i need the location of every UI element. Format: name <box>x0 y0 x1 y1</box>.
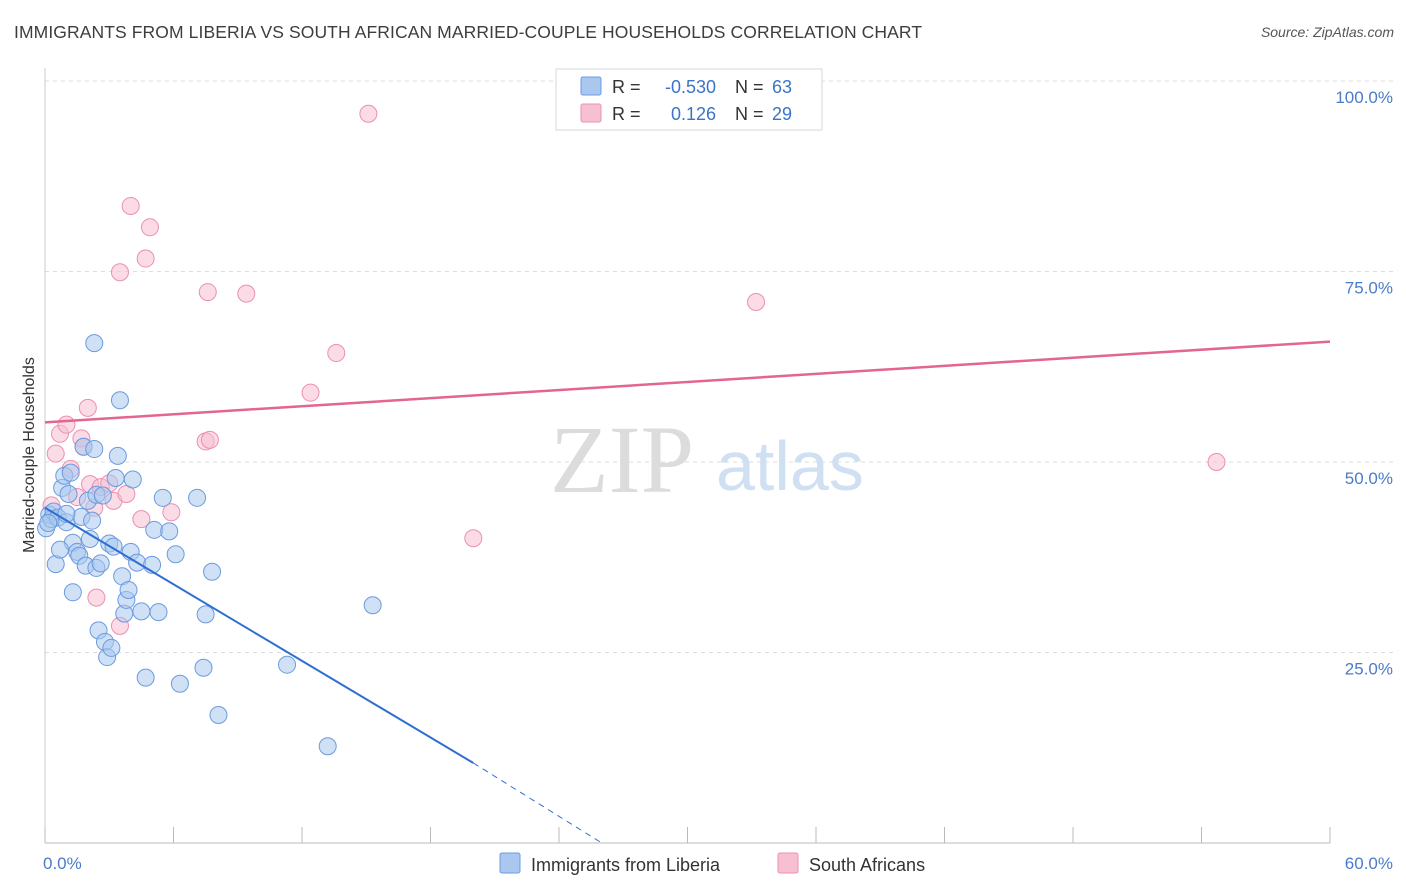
data-point-immigrants-from-liberia <box>59 485 78 504</box>
bottom-legend-swatch-blue <box>499 852 521 874</box>
data-point-immigrants-from-liberia <box>106 469 125 488</box>
y-axis-label: Married-couple Households <box>21 357 38 553</box>
data-point-south-africans <box>87 588 106 607</box>
data-point-south-africans <box>46 444 65 463</box>
data-point-immigrants-from-liberia <box>136 668 155 687</box>
series-legend: Immigrants from Liberia South Africans <box>499 852 925 875</box>
data-point-south-africans <box>301 383 320 402</box>
bottom-legend-label-1: Immigrants from Liberia <box>531 855 721 875</box>
legend-n-value-2: 29 <box>772 104 792 124</box>
data-point-immigrants-from-liberia <box>123 470 142 489</box>
series-south-africans <box>42 104 1226 635</box>
legend-r-label-2: R = <box>612 104 641 124</box>
data-point-immigrants-from-liberia <box>194 658 213 677</box>
data-point-south-africans <box>132 510 151 529</box>
data-point-immigrants-from-liberia <box>132 602 151 621</box>
data-point-immigrants-from-liberia <box>61 463 80 482</box>
data-point-immigrants-from-liberia <box>149 603 168 622</box>
trendline-liberia <box>44 506 474 764</box>
data-point-south-africans <box>78 398 97 417</box>
legend-swatch-blue <box>580 76 602 96</box>
data-point-south-africans <box>359 104 378 123</box>
data-point-immigrants-from-liberia <box>196 605 215 624</box>
data-point-immigrants-from-liberia <box>170 674 189 693</box>
data-point-immigrants-from-liberia <box>166 545 185 564</box>
legend-n-label-2: N = <box>735 104 764 124</box>
data-point-immigrants-from-liberia <box>85 440 104 459</box>
axes <box>44 68 1331 844</box>
legend-n-value-1: 63 <box>772 77 792 97</box>
trendline-south-africans <box>44 340 1331 424</box>
bottom-legend-swatch-pink <box>777 852 799 874</box>
data-point-immigrants-from-liberia <box>278 655 297 674</box>
y-tick-label: 25.0% <box>1345 660 1393 679</box>
y-tick-label: 50.0% <box>1345 469 1393 488</box>
data-point-immigrants-from-liberia <box>160 522 179 541</box>
y-tick-label: 75.0% <box>1345 279 1393 298</box>
data-point-immigrants-from-liberia <box>188 488 207 507</box>
series-immigrants-from-liberia <box>37 334 382 756</box>
data-point-south-africans <box>1207 453 1226 471</box>
watermark: ZIP atlas <box>550 406 864 513</box>
y-tick-labels: 25.0% 50.0% 75.0% 100.0% <box>1335 88 1393 679</box>
legend-r-value-2: 0.126 <box>671 104 716 124</box>
data-point-immigrants-from-liberia <box>110 391 129 410</box>
bottom-legend-label-2: South Africans <box>809 855 925 875</box>
legend-r-value-1: -0.530 <box>665 77 716 97</box>
legend-n-label-1: N = <box>735 77 764 97</box>
chart-title: IMMIGRANTS FROM LIBERIA VS SOUTH AFRICAN… <box>14 22 923 42</box>
stats-legend: R = -0.530 N = 63 R = 0.126 N = 29 <box>555 68 823 131</box>
data-point-immigrants-from-liberia <box>119 581 138 600</box>
data-point-immigrants-from-liberia <box>63 583 82 602</box>
data-point-immigrants-from-liberia <box>83 511 102 530</box>
data-point-south-africans <box>110 263 129 282</box>
data-point-south-africans <box>464 529 483 548</box>
trendlines <box>44 340 1331 844</box>
data-point-south-africans <box>327 344 346 363</box>
gridlines <box>45 80 1393 653</box>
data-point-south-africans <box>200 430 219 449</box>
data-point-south-africans <box>136 249 155 268</box>
x-tick-labels: 0.0% 60.0% <box>43 854 1393 873</box>
data-point-immigrants-from-liberia <box>102 638 121 657</box>
data-point-south-africans <box>140 218 159 237</box>
data-point-immigrants-from-liberia <box>91 554 110 573</box>
source-credit: Source: ZipAtlas.com <box>1260 24 1394 40</box>
trendline-liberia-extension <box>473 762 603 844</box>
data-point-south-africans <box>121 196 140 215</box>
data-point-immigrants-from-liberia <box>203 562 222 581</box>
data-point-south-africans <box>198 283 217 302</box>
legend-r-label-1: R = <box>612 77 641 97</box>
data-point-south-africans <box>57 415 76 434</box>
data-point-immigrants-from-liberia <box>209 705 228 724</box>
data-point-immigrants-from-liberia <box>363 596 382 615</box>
data-point-south-africans <box>162 503 181 522</box>
data-point-immigrants-from-liberia <box>318 737 337 756</box>
data-point-immigrants-from-liberia <box>93 486 112 505</box>
data-point-immigrants-from-liberia <box>108 446 127 465</box>
data-point-immigrants-from-liberia <box>50 540 69 559</box>
x-tick-label: 60.0% <box>1345 854 1393 873</box>
data-point-south-africans <box>237 284 256 303</box>
data-point-south-africans <box>747 292 766 311</box>
legend-swatch-pink <box>580 103 602 123</box>
x-tick-label: 0.0% <box>43 854 82 873</box>
data-point-immigrants-from-liberia <box>39 513 58 532</box>
watermark-atlas: atlas <box>716 427 864 505</box>
data-point-immigrants-from-liberia <box>153 488 172 507</box>
data-point-immigrants-from-liberia <box>85 334 104 353</box>
y-tick-label: 100.0% <box>1335 88 1393 107</box>
watermark-zip: ZIP <box>550 406 694 513</box>
data-point-immigrants-from-liberia <box>145 520 164 539</box>
